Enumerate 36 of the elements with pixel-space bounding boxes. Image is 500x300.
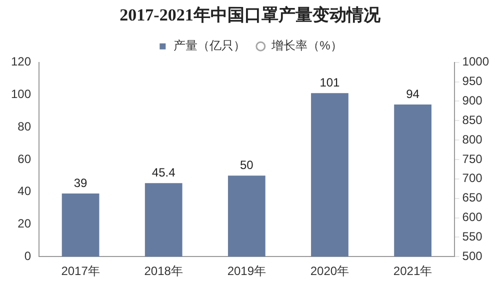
- y2-tick-label: 800: [462, 132, 483, 146]
- y2-tick-label: 900: [462, 94, 483, 108]
- data-label: 94: [406, 86, 420, 101]
- bar: [62, 193, 100, 257]
- x-tick-label: 2020年: [310, 264, 350, 278]
- y-tick-label: 40: [18, 184, 32, 198]
- x-tick-label: 2017年: [61, 264, 100, 278]
- y-tick-label: 20: [18, 216, 32, 231]
- bar: [144, 183, 182, 257]
- y-tick-label: 100: [10, 87, 32, 102]
- x-tick-label: 2018年: [144, 264, 183, 278]
- chart-title: 2017-2021年中国口罩产量变动情况: [120, 6, 382, 25]
- legend-label: 产量（亿只）: [174, 38, 246, 53]
- data-label: 101: [320, 75, 340, 90]
- bar: [311, 93, 348, 257]
- y2-tick-label: 1000: [462, 54, 490, 69]
- y2-tick-label: 600: [462, 210, 483, 224]
- x-tick-label: 2021年: [393, 264, 432, 278]
- y2-tick-label: 700: [462, 171, 483, 186]
- legend-label: 增长率（%）: [270, 38, 342, 53]
- bar: [394, 104, 432, 257]
- y2-tick-label: 750: [462, 152, 483, 166]
- y2-tick-label: 950: [462, 74, 483, 88]
- data-label: 45.4: [152, 165, 176, 180]
- data-label: 50: [240, 158, 254, 172]
- bar: [228, 176, 266, 257]
- y2-tick-label: 650: [462, 190, 483, 205]
- y2-tick-label: 500: [462, 248, 483, 263]
- y2-tick-label: 550: [462, 229, 483, 244]
- data-label: 39: [74, 176, 88, 190]
- y-tick-label: 60: [18, 152, 32, 166]
- y-tick-label: 0: [24, 248, 32, 263]
- y2-tick-label: 850: [462, 112, 483, 127]
- x-tick-label: 2019年: [227, 264, 266, 278]
- y-tick-label: 120: [10, 54, 32, 69]
- y-tick-label: 80: [18, 119, 32, 134]
